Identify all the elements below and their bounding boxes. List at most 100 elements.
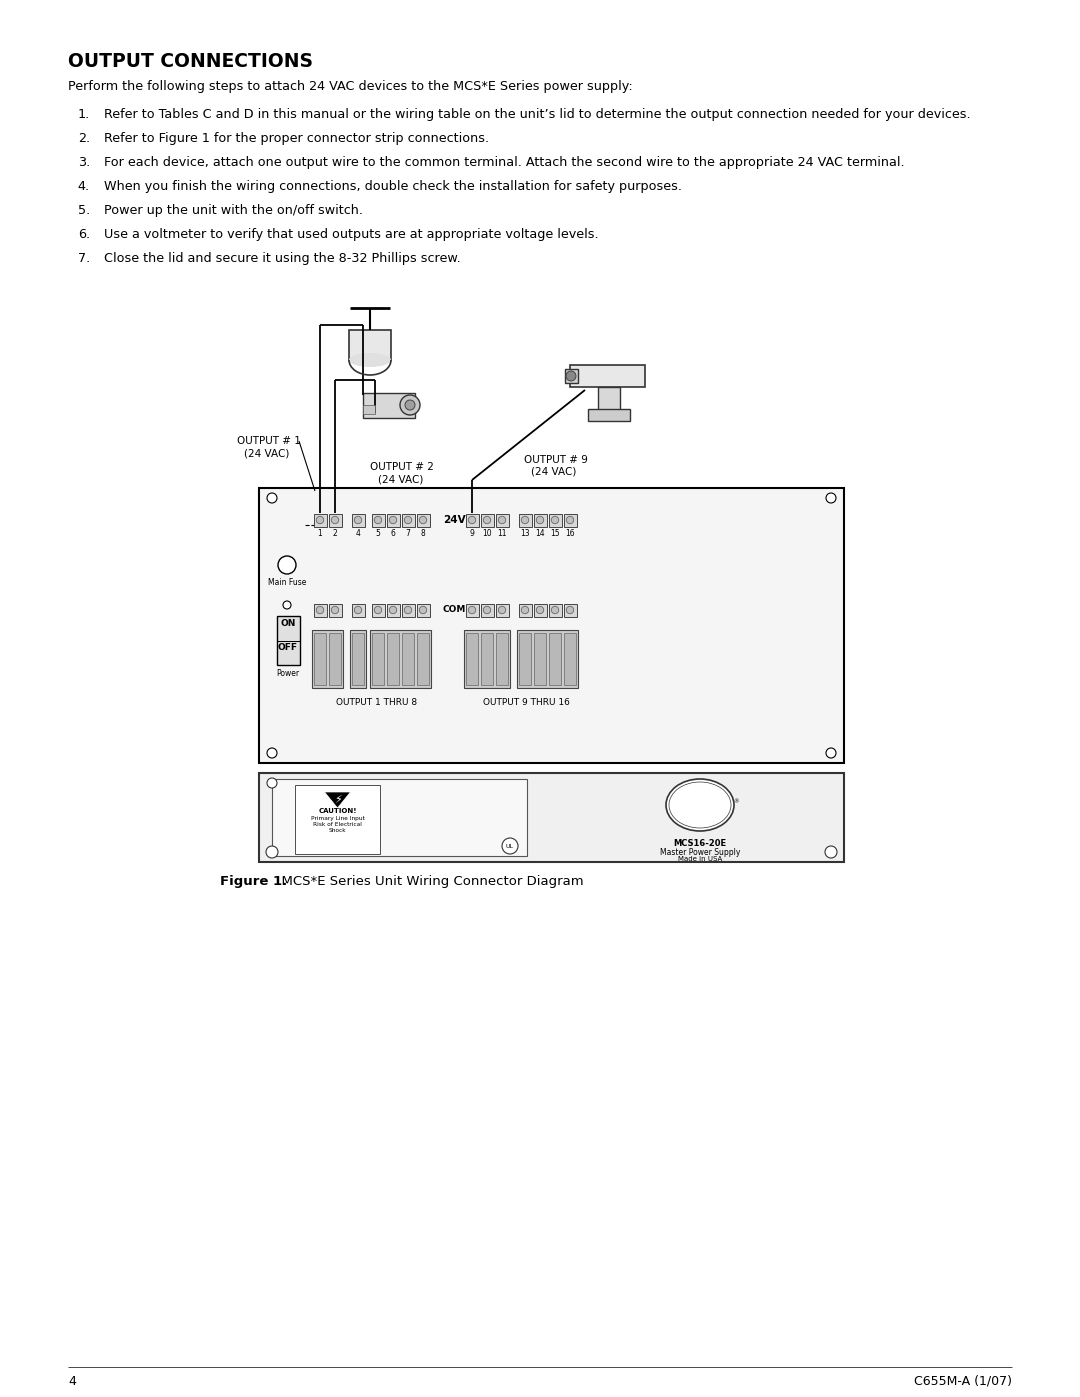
Circle shape [825, 847, 837, 858]
Circle shape [566, 606, 573, 613]
Text: (24 VAC): (24 VAC) [244, 448, 289, 458]
Bar [387, 604, 400, 616]
Circle shape [332, 517, 339, 524]
Circle shape [267, 493, 276, 503]
Text: ⚡: ⚡ [334, 795, 341, 805]
Bar [313, 514, 326, 527]
Bar [363, 393, 415, 418]
Bar [496, 633, 508, 685]
Text: 6.: 6. [78, 228, 90, 242]
Text: 1: 1 [318, 529, 322, 538]
Circle shape [483, 517, 490, 524]
Text: Risk of Electrical: Risk of Electrical [313, 821, 362, 827]
Text: COM: COM [443, 605, 465, 615]
Bar [465, 633, 478, 685]
Polygon shape [324, 792, 351, 807]
Text: Power: Power [276, 669, 299, 678]
Text: Shock: Shock [328, 828, 347, 833]
Text: 3.: 3. [78, 156, 90, 169]
Text: 7: 7 [406, 529, 410, 538]
Bar [329, 633, 341, 685]
Bar [372, 604, 384, 616]
Circle shape [404, 606, 411, 613]
Bar [402, 514, 415, 527]
Bar [518, 514, 531, 527]
Circle shape [267, 778, 276, 788]
Bar [370, 630, 431, 687]
Text: 13: 13 [521, 529, 530, 538]
Text: Use a voltmeter to verify that used outputs are at appropriate voltage levels.: Use a voltmeter to verify that used outp… [104, 228, 598, 242]
Circle shape [498, 606, 505, 613]
Bar [518, 604, 531, 616]
Text: Power up the unit with the on/off switch.: Power up the unit with the on/off switch… [104, 204, 363, 217]
Circle shape [551, 517, 558, 524]
Bar [465, 604, 478, 616]
Text: OUTPUT # 1: OUTPUT # 1 [237, 436, 301, 446]
Bar [481, 604, 494, 616]
Text: 7.: 7. [78, 251, 90, 265]
Bar [351, 514, 365, 527]
Text: OUTPUT 9 THRU 16: OUTPUT 9 THRU 16 [483, 698, 569, 707]
Bar [417, 604, 430, 616]
Text: 5: 5 [376, 529, 380, 538]
Text: (24 VAC): (24 VAC) [378, 474, 423, 483]
Text: Primary Line Input: Primary Line Input [311, 816, 364, 821]
Text: PELCO: PELCO [681, 800, 719, 810]
Bar [352, 633, 364, 685]
Bar [564, 604, 577, 616]
Bar [259, 488, 843, 763]
Bar [313, 604, 326, 616]
Text: 24V: 24V [443, 515, 465, 525]
Bar [387, 633, 399, 685]
Circle shape [469, 517, 475, 524]
Text: 16: 16 [565, 529, 575, 538]
Text: 14: 14 [536, 529, 544, 538]
Bar [564, 514, 577, 527]
Bar [402, 633, 414, 685]
Text: 2.: 2. [78, 131, 90, 145]
Text: UL: UL [507, 844, 514, 848]
Circle shape [316, 517, 324, 524]
Text: 9: 9 [470, 529, 474, 538]
Text: 4: 4 [68, 1375, 76, 1389]
Text: 8: 8 [420, 529, 426, 538]
Bar [372, 633, 384, 685]
Circle shape [405, 400, 415, 409]
Bar [549, 633, 561, 685]
Ellipse shape [666, 780, 734, 831]
Ellipse shape [669, 782, 731, 828]
Bar [417, 633, 429, 685]
Circle shape [389, 517, 396, 524]
Bar [272, 780, 527, 856]
Text: ON: ON [281, 619, 296, 629]
Circle shape [469, 606, 475, 613]
Circle shape [354, 606, 362, 613]
Bar [259, 773, 843, 862]
Circle shape [537, 606, 543, 613]
Circle shape [826, 493, 836, 503]
Bar [402, 604, 415, 616]
Text: 4.: 4. [78, 180, 90, 193]
Circle shape [537, 517, 543, 524]
Bar [349, 330, 391, 360]
Text: When you finish the wiring connections, double check the installation for safety: When you finish the wiring connections, … [104, 180, 681, 193]
Text: OUTPUT # 2: OUTPUT # 2 [370, 462, 434, 472]
Text: 2: 2 [333, 529, 337, 538]
Bar [328, 604, 341, 616]
Bar [517, 630, 578, 687]
Circle shape [502, 838, 518, 854]
Circle shape [400, 395, 420, 415]
Text: Main Fuse: Main Fuse [268, 578, 307, 587]
Text: Close the lid and secure it using the 8-32 Phillips screw.: Close the lid and secure it using the 8-… [104, 251, 461, 265]
Text: OUTPUT 1 THRU 8: OUTPUT 1 THRU 8 [336, 698, 417, 707]
Circle shape [419, 517, 427, 524]
Circle shape [389, 606, 396, 613]
Circle shape [483, 606, 490, 613]
Circle shape [375, 517, 381, 524]
Text: 4: 4 [355, 529, 361, 538]
Bar [588, 409, 630, 420]
Text: 5.: 5. [78, 204, 90, 217]
Text: MCS16-20E: MCS16-20E [674, 840, 727, 848]
Text: Refer to Figure 1 for the proper connector strip connections.: Refer to Figure 1 for the proper connect… [104, 131, 489, 145]
Text: Perform the following steps to attach 24 VAC devices to the MCS*E Series power s: Perform the following steps to attach 24… [68, 80, 633, 94]
